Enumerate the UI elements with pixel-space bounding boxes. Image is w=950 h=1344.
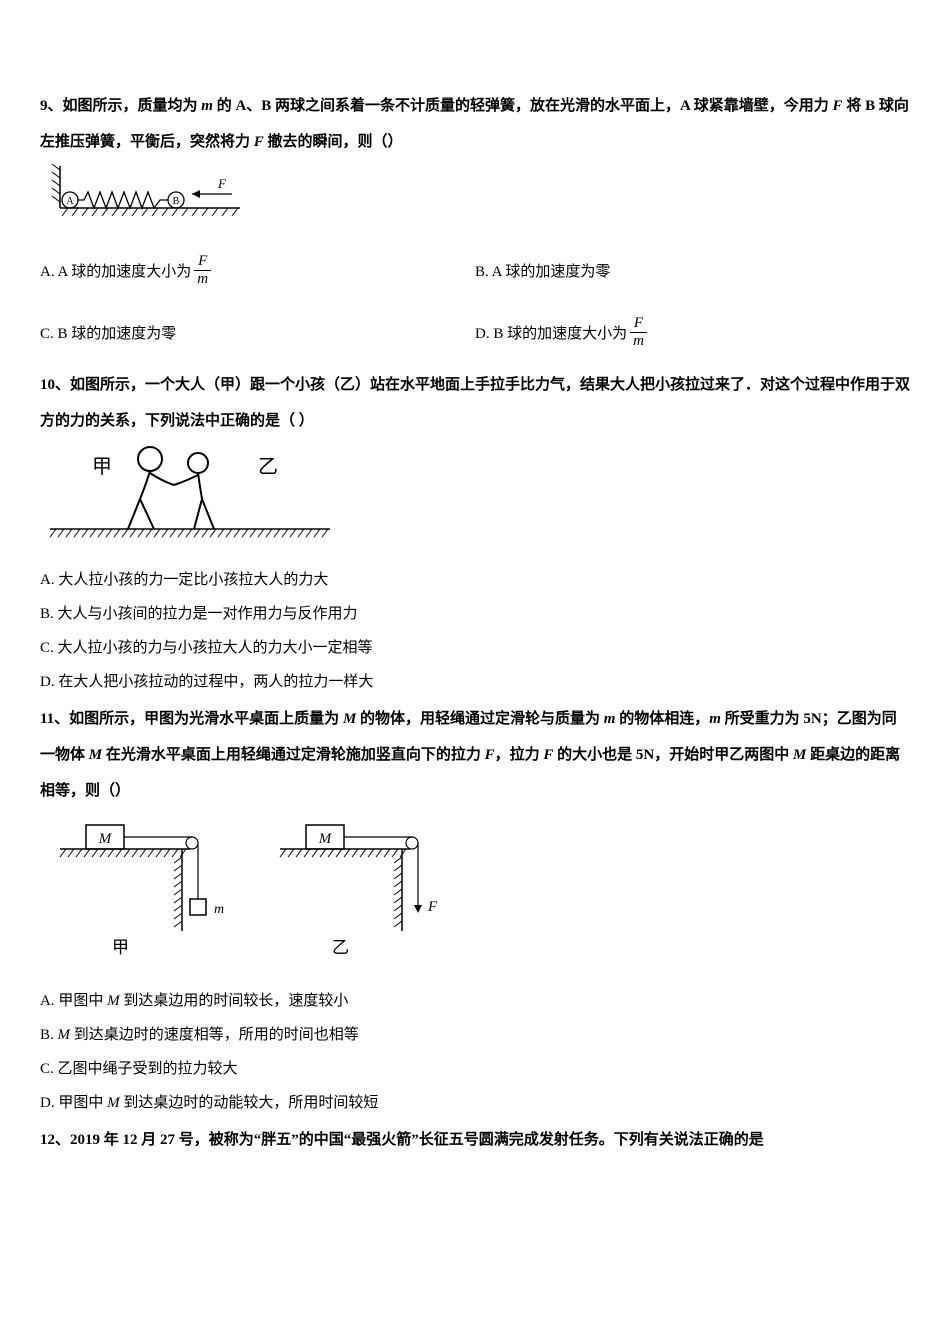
q11-optA: A. 甲图中 M 到达桌边用的时间较长，速度较小: [40, 986, 910, 1016]
q10-optD: D. 在大人把小孩拉动的过程中，两人的拉力一样大: [40, 667, 910, 697]
q11-t1: 11、如图所示，甲图为光滑水平桌面上质量为: [40, 711, 343, 727]
q11-t3: 的物体相连，: [615, 711, 709, 727]
q10-optA: A. 大人拉小孩的力一定比小孩拉大人的力大: [40, 565, 910, 595]
q11-optD-t2: 到达桌边时的动能较大，所用时间较短: [120, 1095, 379, 1111]
q10-label-jia: 甲: [92, 456, 112, 478]
q12-stem: 12、2019 年 12 月 27 号，被称为“胖五”的中国“最强火箭”长征五号…: [40, 1122, 910, 1158]
q9-stem-t4: 撤去的瞬间，则（）: [264, 134, 403, 150]
q10-optB: B. 大人与小孩间的拉力是一对作用力与反作用力: [40, 599, 910, 629]
q11-optA-t2: 到达桌边用的时间较长，速度较小: [120, 993, 349, 1009]
q9-svg: A B F: [40, 164, 250, 220]
q9-stem-t1: 9、如图所示，质量均为: [40, 98, 201, 114]
q11-stem: 11、如图所示，甲图为光滑水平桌面上质量为 M 的物体，用轻绳通过定滑轮与质量为…: [40, 701, 910, 809]
q11-label-yi: 乙: [332, 938, 349, 957]
q11-label-M1: M: [98, 831, 113, 847]
q10-figure: 甲 乙: [40, 443, 910, 552]
q11-optA-t1: A. 甲图中: [40, 993, 107, 1009]
q11-optB-t1: B.: [40, 1027, 58, 1043]
q11-m2: m: [709, 711, 721, 727]
q10-svg: 甲 乙: [40, 443, 340, 543]
q9-var-m1: m: [201, 98, 213, 114]
q9-optA-text: A. A 球的加速度大小为: [40, 257, 191, 287]
q9-label-F: F: [217, 176, 227, 191]
q9-var-F2: F: [254, 134, 264, 150]
q9-var-F1: F: [833, 98, 843, 114]
q11-optD: D. 甲图中 M 到达桌边时的动能较大，所用时间较短: [40, 1088, 910, 1118]
q9-optD-text: D. B 球的加速度大小为: [475, 319, 627, 349]
q11-M1: M: [343, 711, 356, 727]
q9-label-A: A: [66, 196, 74, 207]
q9-optA-frac: F m: [193, 254, 212, 287]
q11-t5: 在光滑水平桌面上用轻绳通过定滑轮施加竖直向下的拉力: [102, 747, 485, 763]
q9-figure: A B F: [40, 164, 910, 229]
q11-label-F: F: [427, 899, 438, 915]
q9-stem-t2: 的 A、B 两球之间系着一条不计质量的轻弹簧，放在光滑的水平面上，A 球紧靠墙壁…: [213, 98, 833, 114]
q11-optB-t2: 到达桌边时的速度相等，所用的时间也相等: [70, 1027, 359, 1043]
q9-optD-num: F: [630, 316, 647, 333]
q11-optB-M: M: [58, 1027, 71, 1043]
q11-label-M2: M: [318, 831, 333, 847]
q11-label-m: m: [214, 902, 224, 917]
q11-optC: C. 乙图中绳子受到的拉力较大: [40, 1054, 910, 1084]
q9-optC: C. B 球的加速度为零: [40, 305, 475, 349]
q9-optA-den: m: [193, 271, 212, 287]
q11-m: m: [604, 711, 616, 727]
q9-optD-frac: F m: [629, 316, 648, 349]
q9-stem: 9、如图所示，质量均为 m 的 A、B 两球之间系着一条不计质量的轻弹簧，放在光…: [40, 88, 910, 160]
q11-figure: M m 甲 M: [40, 813, 910, 972]
q11-t6: ，拉力: [495, 747, 544, 763]
q10-label-yi: 乙: [258, 456, 278, 478]
q9-optD: D. B 球的加速度大小为 F m: [475, 305, 910, 349]
q9-optA: A. A 球的加速度大小为 F m: [40, 243, 475, 287]
q9-optB: B. A 球的加速度为零: [475, 243, 910, 287]
q10-stem: 10、如图所示，一个大人（甲）跟一个小孩（乙）站在水平地面上手拉手比力气，结果大…: [40, 367, 910, 439]
q11-optD-t1: D. 甲图中: [40, 1095, 107, 1111]
q9-label-B: B: [173, 196, 180, 207]
q11-optD-M: M: [107, 1095, 120, 1111]
q10-optC: C. 大人拉小孩的力与小孩拉大人的力大小一定相等: [40, 633, 910, 663]
q11-optB: B. M 到达桌边时的速度相等，所用的时间也相等: [40, 1020, 910, 1050]
q11-optA-M: M: [107, 993, 120, 1009]
q9-optD-den: m: [629, 333, 648, 349]
q11-M2: M: [89, 747, 102, 763]
q11-svg: M m 甲 M: [40, 813, 470, 963]
q11-t2: 的物体，用轻绳通过定滑轮与质量为: [356, 711, 604, 727]
q9-options-row2: C. B 球的加速度为零 D. B 球的加速度大小为 F m: [40, 305, 910, 349]
q11-t7: 的大小也是 5N，开始时甲乙两图中: [553, 747, 793, 763]
q11-F1: F: [485, 747, 495, 763]
q11-label-jia: 甲: [112, 938, 129, 957]
q9-options-row1: A. A 球的加速度大小为 F m B. A 球的加速度为零: [40, 243, 910, 287]
q11-M3: M: [793, 747, 806, 763]
q9-optA-num: F: [194, 254, 211, 271]
q11-F2: F: [543, 747, 553, 763]
